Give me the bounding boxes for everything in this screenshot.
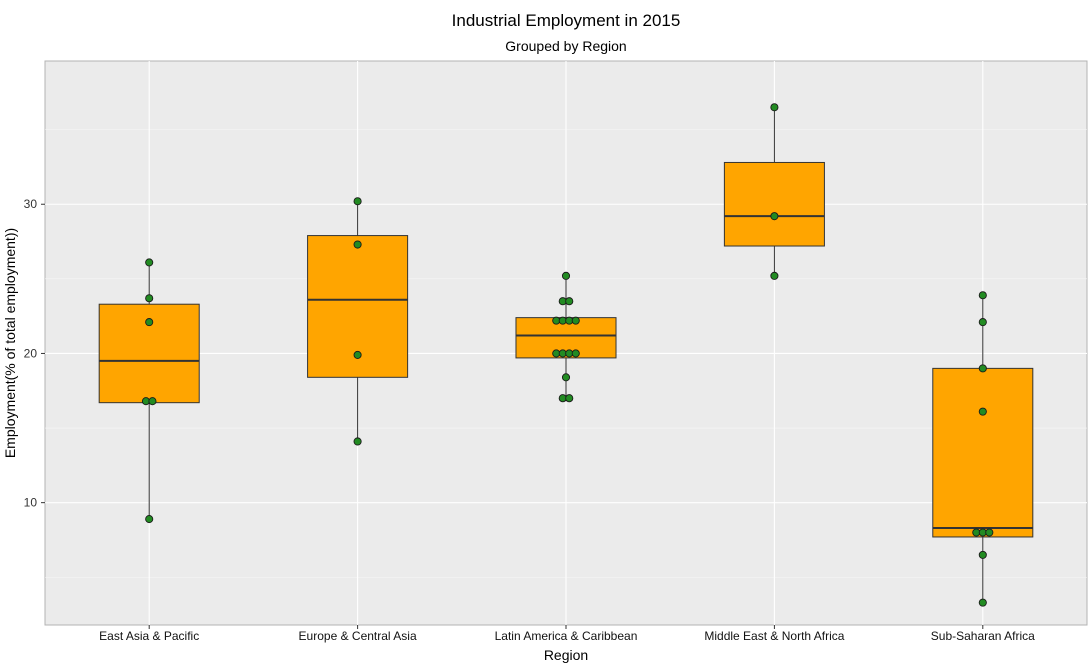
data-point — [353, 240, 362, 249]
x-tick-label: East Asia & Pacific — [99, 629, 199, 643]
data-point — [565, 297, 574, 306]
data-point — [978, 291, 987, 300]
data-point — [353, 350, 362, 359]
data-point — [571, 316, 580, 325]
data-point — [978, 407, 987, 416]
y-tick-label: 10 — [24, 496, 38, 510]
y-tick-label: 20 — [24, 346, 38, 360]
box-iqr — [723, 161, 825, 247]
data-point — [561, 271, 571, 280]
chart-subtitle: Grouped by Region — [505, 38, 627, 54]
data-point — [148, 397, 157, 406]
box-iqr — [932, 367, 1034, 538]
x-tick-label: Latin America & Caribbean — [495, 629, 638, 643]
data-point — [353, 437, 362, 446]
data-point — [353, 197, 362, 206]
data-point — [985, 528, 994, 537]
data-point — [145, 515, 154, 524]
chart-title: Industrial Employment in 2015 — [451, 11, 681, 30]
data-point — [565, 394, 574, 403]
data-point — [770, 103, 779, 112]
data-point — [978, 598, 987, 607]
data-point — [978, 550, 987, 559]
x-axis-label: Region — [543, 647, 589, 663]
data-point — [978, 318, 987, 327]
data-point — [978, 364, 987, 373]
x-tick-label: Europe & Central Asia — [299, 629, 417, 643]
x-tick-label: Middle East & North Africa — [704, 629, 844, 643]
data-point — [145, 294, 154, 303]
data-point — [571, 349, 580, 358]
data-point — [770, 271, 779, 280]
data-point — [561, 373, 571, 382]
data-point — [145, 318, 154, 327]
data-point — [145, 258, 154, 267]
data-point — [770, 212, 779, 221]
y-axis-label: Employment(% of total employment)) — [2, 227, 18, 459]
x-tick-label: Sub-Saharan Africa — [931, 629, 1035, 643]
y-tick-label: 30 — [24, 197, 38, 211]
